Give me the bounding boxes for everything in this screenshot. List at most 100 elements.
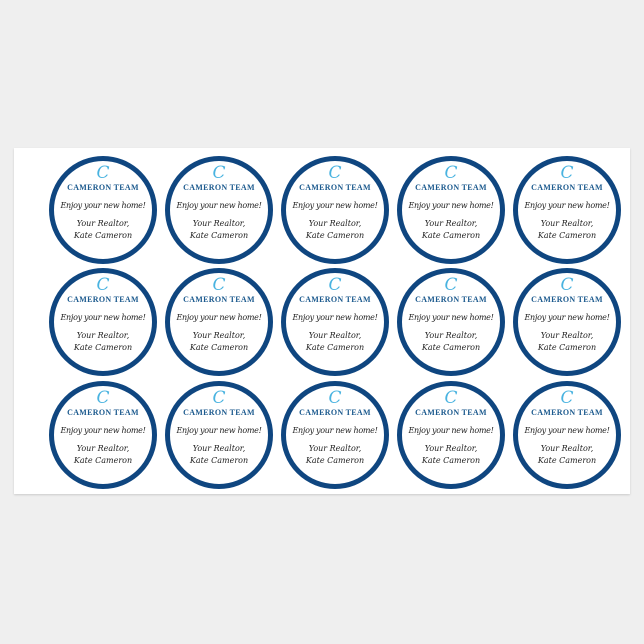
signature-line-1: Your Realtor, [192,444,246,453]
logo-initial: C [560,388,574,408]
round-sticker: C CAMERON TEAM Enjoy your new home! Your… [49,268,157,376]
sticker-message: Enjoy your new home! [408,426,494,435]
signature-line-1: Your Realtor, [76,331,130,340]
sticker-signature: Your Realtor, Kate Cameron [170,218,268,242]
logo-brand-text: CAMERON TEAM [415,295,487,304]
sticker-signature: Your Realtor, Kate Cameron [518,330,616,354]
logo-initial: C [212,388,226,408]
signature-line-1: Your Realtor, [424,331,478,340]
logo-initial: C [560,275,574,295]
signature-line-2: Kate Cameron [305,231,365,240]
round-sticker: C CAMERON TEAM Enjoy your new home! Your… [397,381,505,489]
signature-line-1: Your Realtor, [424,219,478,228]
sticker-message: Enjoy your new home! [60,201,146,210]
sticker-message: Enjoy your new home! [524,426,610,435]
sticker-message: Enjoy your new home! [176,313,262,322]
round-sticker: C CAMERON TEAM Enjoy your new home! Your… [49,381,157,489]
signature-line-2: Kate Cameron [537,343,597,352]
signature-line-1: Your Realtor, [308,331,362,340]
signature-line-1: Your Realtor, [192,219,246,228]
sticker-signature: Your Realtor, Kate Cameron [518,443,616,467]
sticker-message: Enjoy your new home! [176,201,262,210]
signature-line-2: Kate Cameron [73,456,133,465]
logo-initial: C [444,275,458,295]
logo-initial: C [560,163,574,183]
round-sticker: C CAMERON TEAM Enjoy your new home! Your… [281,156,389,264]
logo-brand-text: CAMERON TEAM [415,408,487,417]
sticker-signature: Your Realtor, Kate Cameron [286,443,384,467]
sticker-message: Enjoy your new home! [524,201,610,210]
sticker-message: Enjoy your new home! [60,426,146,435]
signature-line-2: Kate Cameron [73,343,133,352]
signature-line-2: Kate Cameron [189,231,249,240]
signature-line-2: Kate Cameron [73,231,133,240]
logo-initial: C [96,163,110,183]
signature-line-1: Your Realtor, [424,444,478,453]
logo-initial: C [96,275,110,295]
sticker-message: Enjoy your new home! [408,313,494,322]
sticker-signature: Your Realtor, Kate Cameron [54,330,152,354]
round-sticker: C CAMERON TEAM Enjoy your new home! Your… [513,381,621,489]
round-sticker: C CAMERON TEAM Enjoy your new home! Your… [165,268,273,376]
signature-line-1: Your Realtor, [76,444,130,453]
round-sticker: C CAMERON TEAM Enjoy your new home! Your… [49,156,157,264]
round-sticker: C CAMERON TEAM Enjoy your new home! Your… [397,156,505,264]
logo-initial: C [328,163,342,183]
logo-brand-text: CAMERON TEAM [531,295,603,304]
sticker-message: Enjoy your new home! [408,201,494,210]
sticker-signature: Your Realtor, Kate Cameron [286,218,384,242]
sticker-signature: Your Realtor, Kate Cameron [170,443,268,467]
signature-line-1: Your Realtor, [76,219,130,228]
sticker-signature: Your Realtor, Kate Cameron [402,330,500,354]
signature-line-1: Your Realtor, [540,219,594,228]
logo-initial: C [96,388,110,408]
logo-initial: C [328,388,342,408]
round-sticker: C CAMERON TEAM Enjoy your new home! Your… [513,156,621,264]
sticker-message: Enjoy your new home! [524,313,610,322]
signature-line-2: Kate Cameron [421,343,481,352]
round-sticker: C CAMERON TEAM Enjoy your new home! Your… [281,268,389,376]
round-sticker: C CAMERON TEAM Enjoy your new home! Your… [281,381,389,489]
sticker-signature: Your Realtor, Kate Cameron [54,443,152,467]
round-sticker: C CAMERON TEAM Enjoy your new home! Your… [165,156,273,264]
signature-line-2: Kate Cameron [537,231,597,240]
signature-line-1: Your Realtor, [192,331,246,340]
logo-initial: C [444,388,458,408]
signature-line-1: Your Realtor, [540,331,594,340]
signature-line-1: Your Realtor, [540,444,594,453]
sticker-message: Enjoy your new home! [292,201,378,210]
logo-brand-text: CAMERON TEAM [67,408,139,417]
logo-brand-text: CAMERON TEAM [67,183,139,192]
logo-brand-text: CAMERON TEAM [183,408,255,417]
sticker-message: Enjoy your new home! [292,313,378,322]
logo-brand-text: CAMERON TEAM [531,408,603,417]
logo-brand-text: CAMERON TEAM [531,183,603,192]
logo-brand-text: CAMERON TEAM [183,295,255,304]
signature-line-2: Kate Cameron [189,456,249,465]
signature-line-1: Your Realtor, [308,444,362,453]
signature-line-1: Your Realtor, [308,219,362,228]
logo-brand-text: CAMERON TEAM [299,295,371,304]
signature-line-2: Kate Cameron [421,231,481,240]
round-sticker: C CAMERON TEAM Enjoy your new home! Your… [513,268,621,376]
sticker-signature: Your Realtor, Kate Cameron [54,218,152,242]
logo-brand-text: CAMERON TEAM [415,183,487,192]
sticker-signature: Your Realtor, Kate Cameron [402,218,500,242]
signature-line-2: Kate Cameron [421,456,481,465]
sticker-message: Enjoy your new home! [292,426,378,435]
signature-line-2: Kate Cameron [305,456,365,465]
round-sticker: C CAMERON TEAM Enjoy your new home! Your… [397,268,505,376]
sticker-message: Enjoy your new home! [176,426,262,435]
logo-brand-text: CAMERON TEAM [299,408,371,417]
sticker-signature: Your Realtor, Kate Cameron [170,330,268,354]
logo-initial: C [212,163,226,183]
signature-line-2: Kate Cameron [537,456,597,465]
sticker-signature: Your Realtor, Kate Cameron [518,218,616,242]
round-sticker: C CAMERON TEAM Enjoy your new home! Your… [165,381,273,489]
sticker-signature: Your Realtor, Kate Cameron [286,330,384,354]
signature-line-2: Kate Cameron [189,343,249,352]
sticker-signature: Your Realtor, Kate Cameron [402,443,500,467]
sticker-message: Enjoy your new home! [60,313,146,322]
logo-initial: C [328,275,342,295]
logo-initial: C [444,163,458,183]
